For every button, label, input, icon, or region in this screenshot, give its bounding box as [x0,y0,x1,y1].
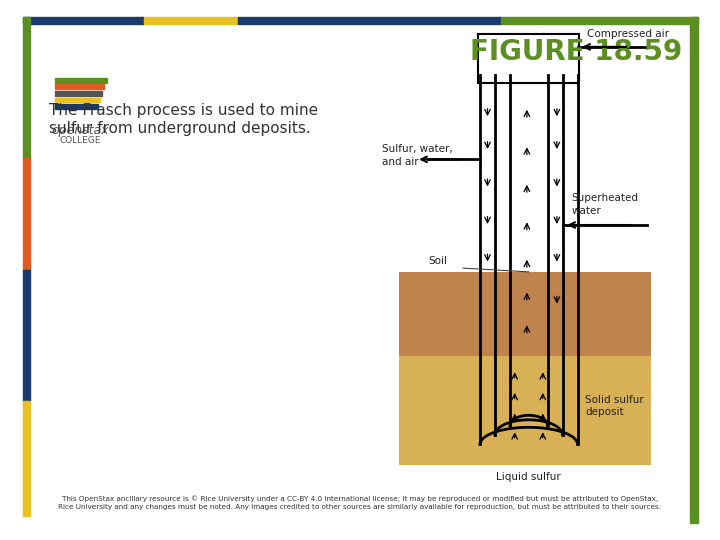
Bar [22,270,30,401]
Bar [22,17,145,24]
Text: This OpenStax ancillary resource is © Rice University under a CC-BY 4.0 Internat: This OpenStax ancillary resource is © Ri… [58,495,662,510]
Text: Superheated
water: Superheated water [572,193,639,215]
Bar [238,17,500,24]
Bar [500,17,698,24]
Text: Solid sulfur
deposit: Solid sulfur deposit [585,395,644,417]
Text: Soil: Soil [428,256,447,266]
Bar [55,98,100,102]
Text: Liquid sulfur: Liquid sulfur [496,472,561,483]
Text: The Frasch process is used to mine
sulfur from underground deposits.: The Frasch process is used to mine sulfu… [49,103,318,136]
Bar [55,104,99,109]
Text: FIGURE 18.59: FIGURE 18.59 [469,38,682,66]
Text: openstax: openstax [52,124,109,137]
Text: COLLEGE: COLLEGE [60,136,102,145]
Bar [145,17,238,24]
Bar [55,84,104,89]
Bar [400,272,651,356]
Bar [690,17,698,523]
Bar [55,91,102,96]
Text: Compressed air: Compressed air [587,29,669,39]
Bar [55,78,107,83]
Bar [400,356,651,465]
Bar [22,401,30,516]
Bar [478,33,580,83]
Bar [22,158,30,270]
Text: Sulfur, water,
and air: Sulfur, water, and air [382,144,452,167]
Bar [22,17,30,158]
